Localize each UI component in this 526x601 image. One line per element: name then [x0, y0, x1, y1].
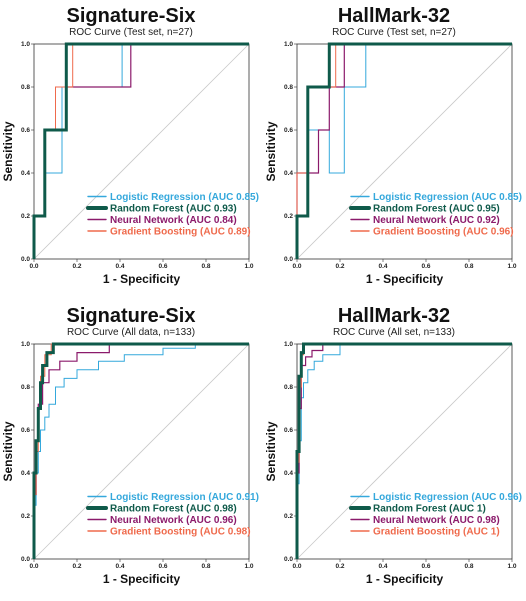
legend-entry-neural: Neural Network (AUC 0.92) — [373, 215, 500, 226]
legend-entry-neural: Neural Network (AUC 0.98) — [373, 515, 500, 526]
roc-line-forest — [32, 342, 249, 559]
y-tick-label: 0.6 — [284, 127, 293, 134]
x-tick-label: 0.0 — [292, 563, 301, 570]
y-tick-label: 1.0 — [284, 41, 293, 48]
y-tick-label: 0.2 — [284, 513, 293, 520]
legend-entry-neural: Neural Network (AUC 0.84) — [110, 215, 237, 226]
x-tick-label: 0.8 — [464, 263, 473, 270]
x-tick-label: 0.2 — [72, 563, 81, 570]
legend-entry-logistic: Logistic Regression (AUC 0.85) — [110, 192, 259, 203]
chart-title: HallMark-32 — [338, 305, 450, 327]
legend-entry-logistic: Logistic Regression (AUC 0.91) — [110, 492, 259, 503]
chart-title: Signature-Six — [67, 5, 196, 27]
y-tick-label: 0.8 — [21, 384, 30, 391]
y-tick-label: 1.0 — [21, 41, 30, 48]
legend-entry-logistic: Logistic Regression (AUC 0.85) — [373, 192, 522, 203]
x-tick-label: 0.6 — [158, 563, 167, 570]
reference-diagonal — [296, 343, 513, 560]
reference-diagonal — [296, 43, 513, 260]
y-tick-label: 0.4 — [284, 470, 293, 477]
y-tick-label: 0.2 — [21, 213, 30, 220]
reference-diagonal — [33, 343, 250, 560]
y-tick-label: 1.0 — [21, 341, 30, 348]
y-tick-label: 0.4 — [284, 170, 293, 177]
x-tick-label: 1.0 — [507, 563, 516, 570]
roc-line-neural — [296, 343, 512, 559]
y-axis-label: Sensitivity — [264, 421, 278, 481]
y-tick-label: 0.4 — [21, 170, 30, 177]
reference-diagonal — [33, 43, 250, 260]
x-axis-label: 1 - Specificity — [103, 272, 181, 286]
x-tick-label: 0.2 — [72, 263, 81, 270]
legend-entry-forest: Random Forest (AUC 0.93) — [110, 204, 237, 215]
y-axis-label: Sensitivity — [1, 121, 15, 181]
roc-panel-hallmark-32-all: HallMark-32 ROC Curve (All set, n=133) 0.0… — [263, 300, 526, 600]
chart-subtitle: ROC Curve (All set, n=133) — [333, 327, 455, 338]
y-tick-label: 0.8 — [284, 384, 293, 391]
x-tick-label: 0.4 — [378, 263, 387, 270]
x-axis-label: 1 - Specificity — [366, 572, 444, 586]
legend-entry-boosting: Gradient Boosting (AUC 0.96) — [373, 227, 514, 238]
y-tick-label: 0.6 — [21, 427, 30, 434]
x-tick-label: 0.4 — [115, 563, 124, 570]
x-tick-label: 1.0 — [244, 263, 253, 270]
x-tick-label: 0.8 — [201, 263, 210, 270]
legend-entry-forest: Random Forest (AUC 1) — [373, 504, 486, 515]
chart-title: Signature-Six — [67, 305, 196, 327]
legend-entry-logistic: Logistic Regression (AUC 0.96) — [373, 492, 522, 503]
x-tick-label: 0.8 — [201, 563, 210, 570]
x-tick-label: 0.0 — [29, 263, 38, 270]
y-tick-label: 0.2 — [284, 213, 293, 220]
x-tick-label: 0.4 — [115, 263, 124, 270]
legend-entry-neural: Neural Network (AUC 0.96) — [110, 515, 237, 526]
x-tick-label: 0.0 — [292, 263, 301, 270]
y-tick-label: 0.4 — [21, 470, 30, 477]
legend-entry-forest: Random Forest (AUC 0.95) — [373, 204, 500, 215]
legend-entry-boosting: Gradient Boosting (AUC 0.89) — [110, 227, 251, 238]
x-tick-label: 0.2 — [335, 563, 344, 570]
y-tick-label: 0.6 — [284, 427, 293, 434]
x-tick-label: 0.6 — [158, 263, 167, 270]
chart-subtitle: ROC Curve (Test set, n=27) — [69, 27, 193, 38]
x-tick-label: 0.2 — [335, 263, 344, 270]
y-tick-label: 1.0 — [284, 341, 293, 348]
x-tick-label: 1.0 — [244, 563, 253, 570]
y-axis-label: Sensitivity — [264, 121, 278, 181]
roc-panel-hallmark-32-test: HallMark-32 ROC Curve (Test set, n=27) 0.0… — [263, 0, 526, 300]
roc-line-logistic — [33, 343, 249, 559]
x-tick-label: 0.8 — [464, 563, 473, 570]
y-tick-label: 0.0 — [21, 256, 30, 263]
roc-line-forest — [295, 42, 512, 259]
y-tick-label: 0.8 — [21, 84, 30, 91]
y-axis-label: Sensitivity — [1, 421, 15, 481]
x-tick-label: 1.0 — [507, 263, 516, 270]
roc-line-forest — [295, 342, 512, 559]
roc-panel-signature-six-all: Signature-Six ROC Curve (All data, n=133)… — [0, 300, 263, 600]
chart-subtitle: ROC Curve (All data, n=133) — [67, 327, 195, 338]
roc-panel-signature-six-test: Signature-Six ROC Curve (Test set, n=27) 0… — [0, 0, 263, 300]
chart-title: HallMark-32 — [338, 5, 450, 27]
y-tick-label: 0.8 — [284, 84, 293, 91]
chart-subtitle: ROC Curve (Test set, n=27) — [332, 27, 456, 38]
x-tick-label: 0.6 — [421, 263, 430, 270]
legend-entry-boosting: Gradient Boosting (AUC 0.98) — [110, 527, 251, 538]
x-axis-label: 1 - Specificity — [366, 272, 444, 286]
x-tick-label: 0.4 — [378, 563, 387, 570]
y-tick-label: 0.2 — [21, 513, 30, 520]
roc-line-forest — [32, 42, 249, 259]
y-tick-label: 0.0 — [284, 556, 293, 563]
x-tick-label: 0.6 — [421, 563, 430, 570]
x-axis-label: 1 - Specificity — [103, 572, 181, 586]
y-tick-label: 0.0 — [21, 556, 30, 563]
legend-entry-boosting: Gradient Boosting (AUC 1) — [373, 527, 500, 538]
y-tick-label: 0.6 — [21, 127, 30, 134]
legend-entry-forest: Random Forest (AUC 0.98) — [110, 504, 237, 515]
x-tick-label: 0.0 — [29, 563, 38, 570]
y-tick-label: 0.0 — [284, 256, 293, 263]
